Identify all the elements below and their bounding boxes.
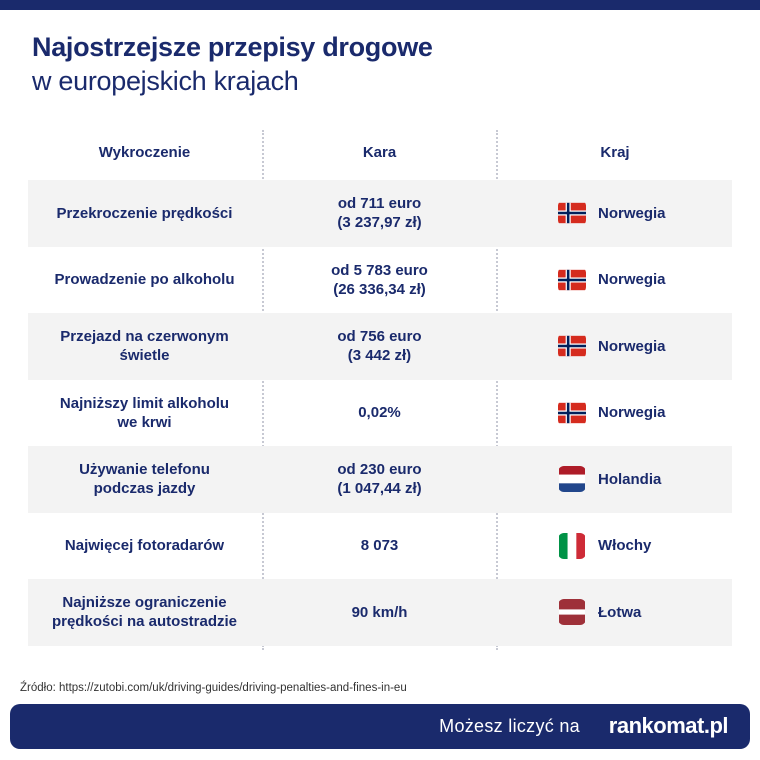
- penalty-cell: 8 073: [360, 537, 399, 555]
- title-line-1: Najostrzejsze przepisy drogowe: [32, 32, 433, 62]
- table-row: Używanie telefonu podczas jazdy od 230 eu…: [28, 446, 732, 513]
- source-note: Źródło: https://zutobi.com/uk/driving-gu…: [20, 682, 407, 694]
- italy-flag-icon: [558, 532, 586, 559]
- column-divider: [496, 130, 498, 650]
- country-name: Norwegia: [598, 204, 666, 222]
- footer-slogan: Możesz liczyć na: [439, 716, 580, 736]
- table-row: Najwięcej fotoradarów 8 073 Włochy: [28, 513, 732, 580]
- penalty-cell: od 230 euro (1 047,44 zł): [337, 461, 422, 498]
- page-title: Najostrzejsze przepisy drogowe w europej…: [32, 30, 433, 98]
- offense-cell: Używanie telefonu podczas jazdy: [79, 461, 210, 498]
- country-cell: Norwegia: [498, 380, 732, 447]
- table-row: Prowadzenie po alkoholu od 5 783 euro (26…: [28, 247, 732, 314]
- latvia-flag-icon: [558, 599, 586, 626]
- country-name: Łotwa: [598, 603, 642, 621]
- table-row: Najniższy limit alkoholu we krwi 0,02% Nor…: [28, 380, 732, 447]
- offense-cell: Najniższy limit alkoholu we krwi: [59, 394, 230, 431]
- penalty-cell: 90 km/h: [351, 603, 408, 621]
- header-penalty: Kara: [362, 144, 397, 161]
- country-cell: Norwegia: [498, 180, 732, 247]
- rankomat-logo: rankomat.pl: [608, 713, 729, 738]
- country-name: Norwegia: [598, 404, 666, 422]
- top-accent-bar: [0, 0, 760, 10]
- country-name: Włochy: [598, 537, 652, 555]
- penalty-cell: od 5 783 euro (26 336,34 zł): [331, 261, 428, 298]
- penalty-cell: 0,02%: [358, 404, 401, 422]
- norway-flag-icon: [558, 267, 586, 293]
- table-row: Przekroczenie prędkości od 711 euro (3 23…: [28, 180, 732, 247]
- table-row: Najniższe ograniczenie prędkości na auto…: [28, 579, 732, 646]
- norway-flag-icon: [558, 400, 586, 426]
- offense-cell: Najniższe ograniczenie prędkości na auto…: [51, 594, 238, 631]
- country-name: Norwegia: [598, 337, 666, 355]
- netherlands-flag-icon: [558, 466, 586, 493]
- penalty-cell: od 711 euro (3 237,97 zł): [337, 195, 422, 232]
- penalty-cell: od 756 euro (3 442 zł): [337, 328, 422, 365]
- offense-cell: Prowadzenie po alkoholu: [54, 271, 235, 289]
- country-name: Norwegia: [598, 271, 666, 289]
- offense-cell: Przekroczenie prędkości: [56, 204, 233, 222]
- header-offense: Wykroczenie: [98, 144, 191, 161]
- penalties-table: Wykroczenie Kara Kraj Przekroczenie pręd…: [28, 130, 732, 646]
- offense-cell: Przejazd na czerwonym świetle: [60, 328, 229, 365]
- country-cell: Łotwa: [498, 579, 732, 646]
- offense-cell: Najwięcej fotoradarów: [64, 537, 225, 555]
- country-cell: Norwegia: [498, 313, 732, 380]
- table-header: Wykroczenie Kara Kraj: [28, 130, 732, 180]
- norway-flag-icon: [558, 200, 586, 226]
- column-divider: [262, 130, 264, 650]
- norway-flag-icon: [558, 333, 586, 359]
- table-row: Przejazd na czerwonym świetle od 756 euro…: [28, 313, 732, 380]
- country-name: Holandia: [598, 470, 662, 488]
- country-cell: Włochy: [498, 513, 732, 580]
- footer-banner: Możesz liczyć na rankomat.pl: [10, 704, 750, 749]
- country-cell: Holandia: [498, 446, 732, 513]
- title-line-2: w europejskich krajach: [32, 66, 299, 96]
- country-cell: Norwegia: [498, 247, 732, 314]
- header-country: Kraj: [600, 144, 630, 161]
